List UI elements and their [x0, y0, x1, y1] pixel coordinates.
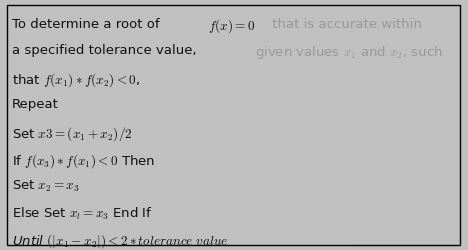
Text: $f(x) = 0$: $f(x) = 0$ — [208, 18, 255, 35]
Text: given values $x_1$ and $x_2$, such: given values $x_1$ and $x_2$, such — [256, 44, 443, 61]
Text: Until $(|x_1 - x_2|) < 2 * tolerance\ value$: Until $(|x_1 - x_2|) < 2 * tolerance\ va… — [12, 232, 228, 249]
Text: that $f(x_1) * f(x_2) < 0$,: that $f(x_1) * f(x_2) < 0$, — [12, 71, 140, 89]
Text: that is accurate within: that is accurate within — [269, 18, 423, 30]
Text: Repeat: Repeat — [12, 98, 59, 111]
Text: Set $x3 = (x_1 + x_2)/2$: Set $x3 = (x_1 + x_2)/2$ — [12, 124, 132, 142]
FancyBboxPatch shape — [7, 6, 460, 245]
Text: a specified tolerance value,: a specified tolerance value, — [12, 44, 201, 57]
Text: If $f(x_3) * f(x_1) < 0$ Then: If $f(x_3) * f(x_1) < 0$ Then — [12, 151, 155, 169]
Text: To determine a root of: To determine a root of — [12, 18, 164, 30]
Text: Set $x_2 = x_3$: Set $x_2 = x_3$ — [12, 178, 80, 193]
Text: Else Set $x_l = x_3$ End If: Else Set $x_l = x_3$ End If — [12, 205, 153, 221]
